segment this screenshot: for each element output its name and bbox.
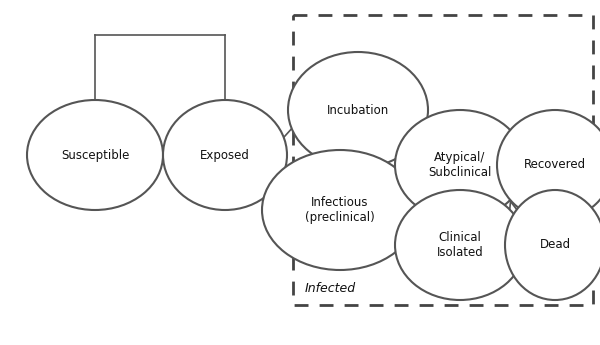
Text: Infectious
(preclinical): Infectious (preclinical): [305, 196, 375, 224]
Text: Atypical/
Subclinical: Atypical/ Subclinical: [428, 151, 491, 179]
Text: Exposed: Exposed: [200, 148, 250, 161]
Text: Clinical
Isolated: Clinical Isolated: [437, 231, 484, 259]
Text: Dead: Dead: [539, 238, 571, 252]
Ellipse shape: [395, 190, 525, 300]
Ellipse shape: [27, 100, 163, 210]
Text: Recovered: Recovered: [524, 158, 586, 171]
Ellipse shape: [395, 110, 525, 220]
Text: Susceptible: Susceptible: [61, 148, 129, 161]
Ellipse shape: [505, 190, 600, 300]
Ellipse shape: [262, 150, 418, 270]
Text: Incubation: Incubation: [327, 104, 389, 117]
Ellipse shape: [288, 52, 428, 168]
Ellipse shape: [497, 110, 600, 220]
Text: Infected: Infected: [305, 282, 356, 295]
Ellipse shape: [163, 100, 287, 210]
